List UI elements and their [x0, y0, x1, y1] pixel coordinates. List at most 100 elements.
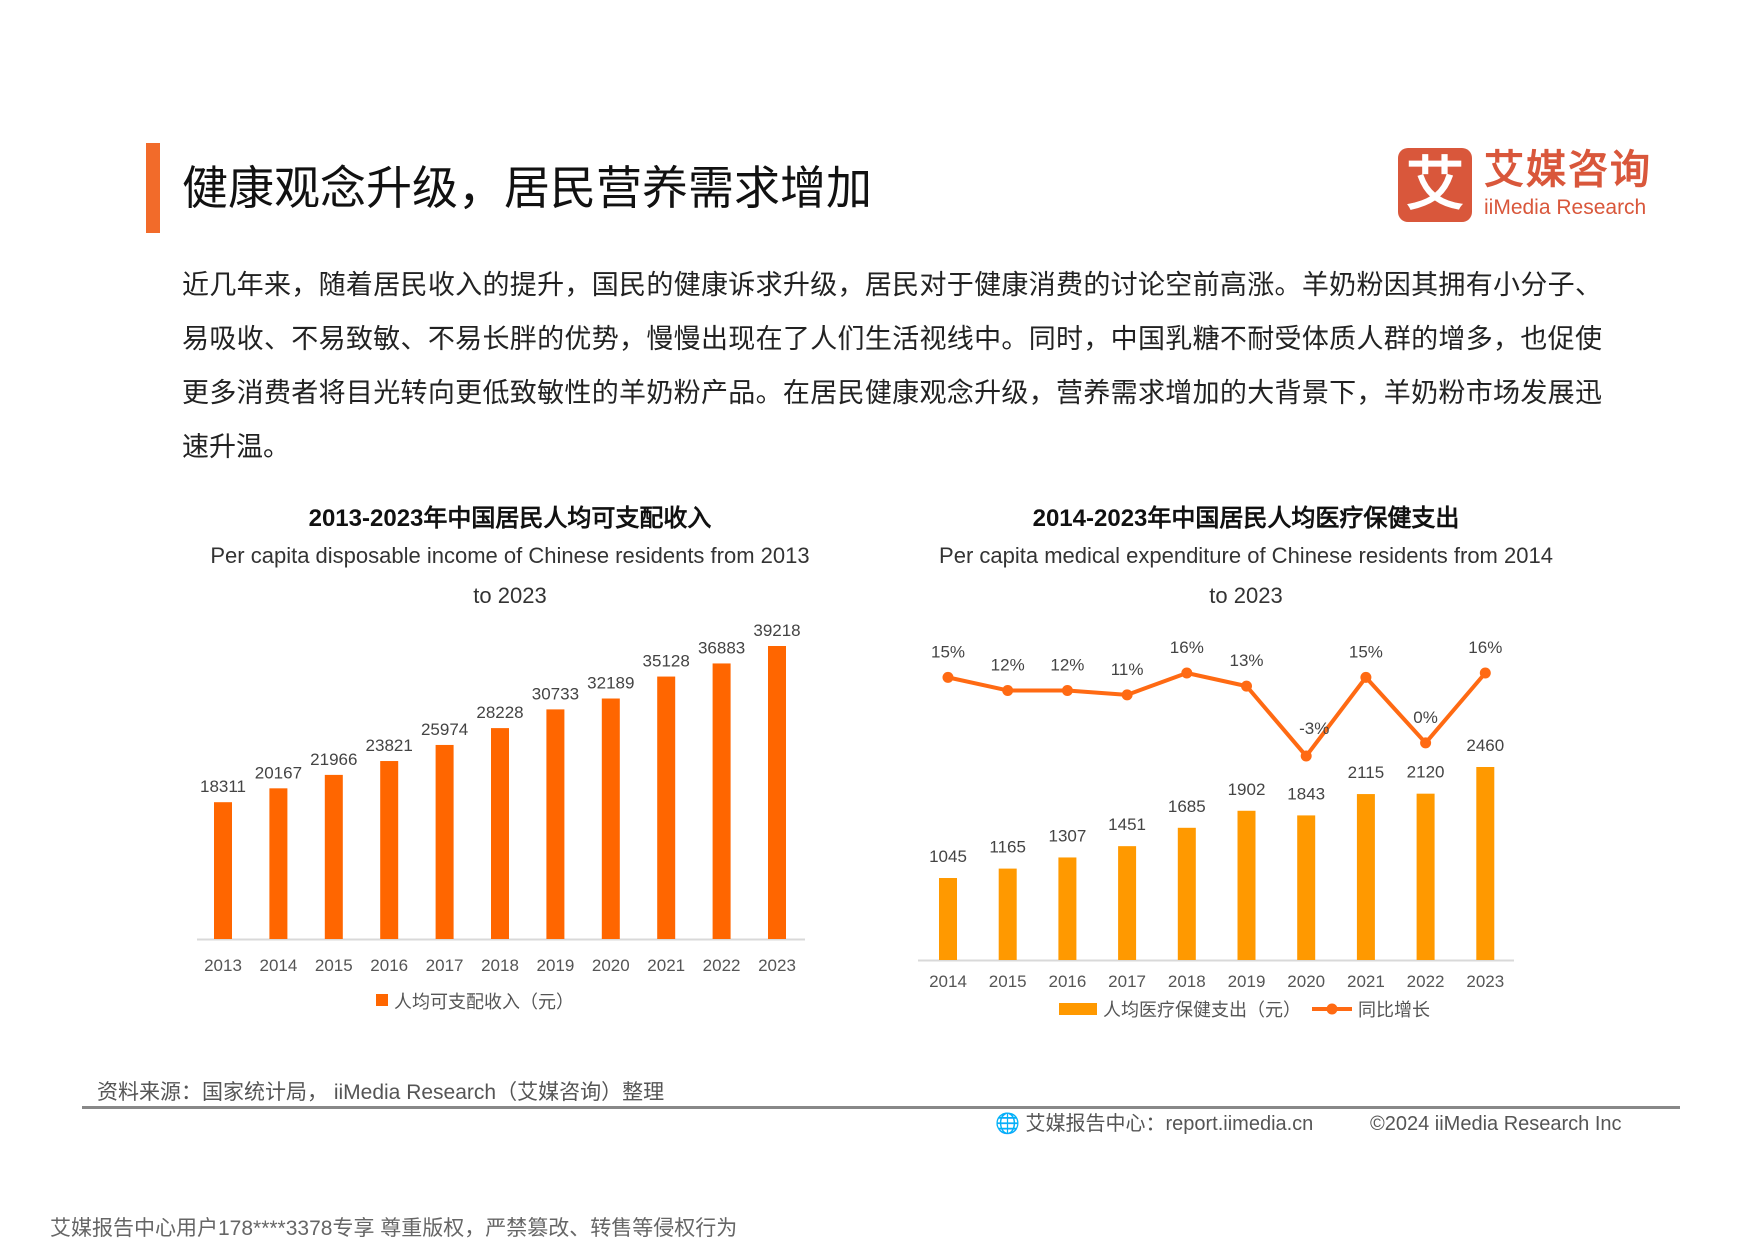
income-bar	[712, 663, 731, 939]
growth-point	[1360, 671, 1372, 683]
income-bar	[601, 698, 620, 939]
medical-legend-label: 人均医疗保健支出（元）	[1103, 1000, 1301, 1020]
income-data-label: 18311	[200, 777, 246, 796]
medical-bar	[1118, 846, 1137, 960]
growth-point	[942, 671, 954, 683]
growth-legend-marker	[1326, 1003, 1338, 1015]
growth-data-label: 16%	[1170, 638, 1204, 657]
iimedia-logo: 艾 艾媒咨询 iiMedia Research	[1398, 148, 1658, 224]
medical-x-tick: 2015	[989, 972, 1027, 991]
watermark: 艾媒报告中心用户178****3378专享 尊重版权，严禁篡改、转售等侵权行为	[50, 1217, 738, 1240]
medical-data-label: 1451	[1108, 815, 1146, 834]
medical-data-label: 1045	[929, 847, 967, 866]
medical-bar	[1177, 827, 1196, 960]
medical-data-label: 2120	[1407, 763, 1445, 782]
medical-chart-subtitle: Per capita medical expenditure of Chines…	[939, 543, 1553, 608]
income-x-tick: 2017	[426, 956, 464, 975]
growth-data-label: 15%	[1349, 642, 1383, 661]
growth-point	[1002, 684, 1014, 696]
globe-icon: 🌐	[995, 1113, 1020, 1135]
footer-divider	[82, 1106, 1680, 1109]
page-title: 健康观念升级，居民营养需求增加	[182, 162, 872, 214]
medical-bar	[1416, 793, 1435, 960]
income-chart-title: 2013-2023年中国居民人均可支配收入	[308, 505, 712, 532]
income-bar	[269, 788, 288, 939]
income-bar	[768, 646, 786, 939]
medical-bar	[998, 868, 1017, 960]
income-x-tick: 2018	[481, 956, 519, 975]
income-x-tick: 2014	[259, 956, 297, 975]
medical-x-tick: 2021	[1347, 972, 1385, 991]
income-data-label: 20167	[255, 763, 302, 782]
medical-bar	[1297, 815, 1316, 960]
income-bar	[435, 744, 454, 939]
income-bar	[491, 728, 509, 939]
medical-data-label: 1307	[1048, 826, 1086, 845]
income-x-tick: 2015	[315, 956, 353, 975]
growth-point	[1420, 737, 1432, 749]
report-center: 🌐 艾媒报告中心：report.iimedia.cn	[995, 1110, 1313, 1138]
growth-data-label: 13%	[1229, 651, 1263, 670]
medical-bar	[1356, 794, 1375, 960]
source-note: 资料来源：国家统计局， iiMedia Research（艾媒咨询）整理	[97, 1081, 665, 1104]
income-chart-subtitle: Per capita disposable income of Chinese …	[210, 543, 810, 608]
growth-data-label: 15%	[931, 642, 965, 661]
growth-data-label: 12%	[1050, 655, 1084, 674]
income-data-label: 36883	[698, 638, 745, 657]
medical-data-label: 2460	[1466, 736, 1504, 755]
logo-mark: 艾	[1398, 148, 1472, 222]
income-x-tick: 2019	[536, 956, 574, 975]
income-data-label: 28228	[476, 703, 523, 722]
medical-bar	[1237, 810, 1256, 960]
logo-cn-text: 艾媒咨询	[1484, 148, 1652, 192]
medical-x-tick: 2017	[1108, 972, 1146, 991]
copyright: ©2024 iiMedia Research Inc	[1370, 1113, 1622, 1135]
medical-chart-title: 2014-2023年中国居民人均医疗保健支出	[1032, 505, 1460, 532]
income-data-label: 35128	[643, 652, 690, 671]
medical-x-tick: 2018	[1168, 972, 1206, 991]
medical-bar	[1476, 767, 1495, 960]
medical-data-label: 2115	[1348, 763, 1385, 782]
medical-x-tick: 2016	[1048, 972, 1086, 991]
growth-point	[1121, 689, 1133, 701]
income-data-label: 32189	[587, 674, 634, 693]
growth-point	[1479, 667, 1491, 679]
medical-x-tick: 2023	[1466, 972, 1504, 991]
medical-x-tick: 2014	[929, 972, 967, 991]
title-accent-bar	[146, 143, 160, 233]
income-bar	[546, 709, 565, 939]
income-data-label: 21966	[310, 750, 357, 769]
medical-x-tick: 2019	[1228, 972, 1266, 991]
report-center-link[interactable]: 艾媒报告中心：report.iimedia.cn	[1025, 1113, 1314, 1135]
income-data-label: 23821	[366, 736, 413, 755]
medical-data-label: 1165	[989, 838, 1026, 857]
income-data-label: 25974	[421, 720, 468, 739]
intro-paragraph: 近几年来，随着居民收入的提升，国民的健康诉求升级，居民对于健康消费的讨论空前高涨…	[182, 270, 1602, 462]
medical-data-label: 1685	[1168, 797, 1206, 816]
medical-legend-swatch	[1059, 1003, 1097, 1015]
income-bar	[380, 761, 399, 939]
growth-point	[1181, 667, 1193, 679]
growth-data-label: 11%	[1111, 660, 1144, 679]
growth-point	[1300, 750, 1312, 762]
growth-line	[947, 671, 1487, 759]
income-legend-swatch	[376, 994, 388, 1006]
medical-x-tick: 2022	[1407, 972, 1445, 991]
growth-data-label: 0%	[1413, 708, 1438, 727]
income-x-tick: 2022	[703, 956, 741, 975]
growth-data-label: 12%	[991, 655, 1025, 674]
income-bar	[324, 774, 343, 939]
income-data-label: 39218	[753, 621, 800, 640]
growth-point	[1241, 680, 1252, 692]
income-legend-label: 人均可支配收入（元）	[394, 992, 574, 1012]
growth-data-label: -3%	[1299, 719, 1329, 738]
income-bar	[214, 802, 232, 939]
income-x-tick: 2020	[592, 956, 630, 975]
growth-data-label: 16%	[1468, 638, 1502, 657]
medical-bar	[1058, 857, 1077, 960]
medical-bar	[939, 878, 957, 960]
income-data-label: 30733	[532, 684, 579, 703]
logo-en-text: iiMedia Research	[1484, 196, 1647, 219]
medical-data-label: 1902	[1228, 780, 1266, 799]
